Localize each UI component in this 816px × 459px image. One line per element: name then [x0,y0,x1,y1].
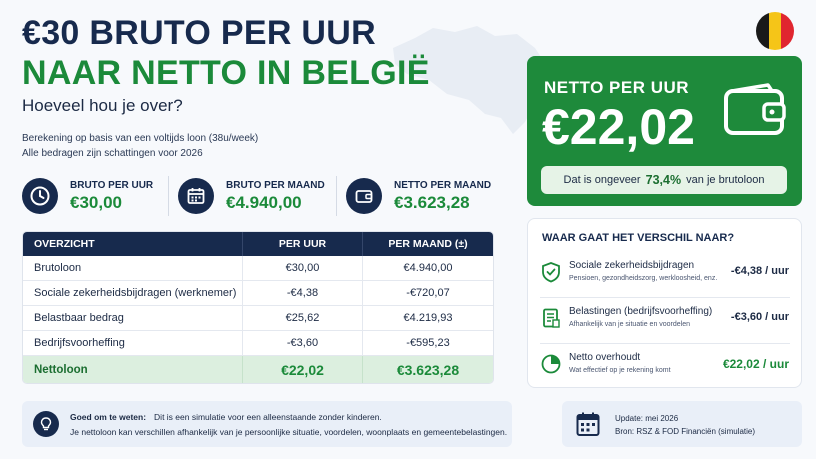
wallet-icon [724,83,786,135]
kpi-divider [336,176,337,216]
table-row: Sociale zekerheidsbijdragen (werknemer) … [23,281,493,306]
table-header: OVERZICHT PER UUR PER MAAND (±) [23,232,493,256]
info-text: Berekening op basis van een voltijds loo… [22,131,258,161]
verschil-item-name: Sociale zekerheidsbijdragen [569,260,695,271]
kpi-netto-per-maand: NETTO PER MAAND €3.623,28 [346,174,491,218]
tip-text1: Dit is een simulatie voor een alleenstaa… [154,412,382,422]
verschil-item-name: Belastingen (bedrijfsvoorheffing) [569,306,713,317]
update-box: Update: mei 2026 Bron: RSZ & FOD Financi… [562,401,802,447]
tip-box: Goed om te weten: Dit is een simulatie vo… [22,401,512,447]
row-per-uur: €30,00 [242,256,362,280]
header-per-maand: PER MAAND (±) [362,232,493,256]
verschil-item-desc: Pensioen, gezondheidszorg, werkloosheid,… [569,275,718,282]
tip-label: Goed om te weten: [70,412,147,422]
flag-stripe-black [756,12,769,50]
total-label: Nettoloon [34,363,88,376]
belgium-map-icon [393,26,553,134]
row-label: Bedrijfsvoorheffing [34,337,125,349]
calendar-icon [576,412,600,436]
row-label: Belastbaar bedrag [34,312,124,324]
table-row: Brutoloon €30,00 €4.940,00 [23,256,493,281]
kpi-row: BRUTO PER UUR €30,00 BRUTO PER MAAND €4.… [22,174,512,218]
lightbulb-icon [33,411,59,437]
document-icon [543,308,560,328]
verschil-item-netto: Netto overhoudt Wat effectief op je reke… [528,349,803,389]
kpi-label: BRUTO PER UUR [70,179,154,191]
pill-percent: 73,4% [645,173,682,187]
divider [540,343,790,344]
verschil-item-name: Netto overhoudt [569,352,641,363]
total-per-uur: €22,02 [242,356,362,383]
pill-suffix: van je brutoloon [686,174,765,186]
page-title-line1: €30 BRUTO PER UUR [22,14,376,52]
belgium-flag-icon [756,12,794,50]
table-row: Bedrijfsvoorheffing -€3,60 -€595,23 [23,331,493,356]
flag-stripe-yellow [768,12,782,50]
update-source: Bron: RSZ & FOD Financiën (simulatie) [615,427,756,436]
row-per-maand: -€720,07 [362,281,493,305]
verschil-item-desc: Wat effectief op je rekening komt [569,367,671,374]
page-subtitle: Hoeveel hou je over? [22,96,183,115]
verschil-item-desc: Afhankelijk van je situatie en voordelen [569,321,691,328]
header-overzicht: OVERZICHT [34,238,95,250]
kpi-bruto-per-uur: BRUTO PER UUR €30,00 [22,174,153,218]
netto-value: €22,02 [542,99,695,155]
verschil-item-amount: -€4,38 / uur [730,265,789,277]
page-title-line2: NAAR NETTO IN BELGIË [22,54,430,92]
row-per-maand: -€595,23 [362,331,493,355]
pie-chart-icon [541,354,561,374]
clock-icon [22,178,58,214]
verschil-item-amount: -€3,60 / uur [730,311,789,323]
divider [540,297,790,298]
verschil-card: WAAR GAAT HET VERSCHIL NAAR? Sociale zek… [527,218,802,388]
verschil-title: WAAR GAAT HET VERSCHIL NAAR? [542,232,735,244]
verschil-item-sociale: Sociale zekerheidsbijdragen Pensioen, ge… [528,257,803,297]
row-label: Brutoloon [34,262,82,274]
row-per-maand: €4.940,00 [362,256,493,280]
overview-table: OVERZICHT PER UUR PER MAAND (±) Brutoloo… [22,231,494,384]
calendar-icon [178,178,214,214]
netto-per-uur-card: NETTO PER UUR €22,02 Dat is ongeveer 73,… [527,56,802,206]
netto-percentage-pill: Dat is ongeveer 73,4% van je brutoloon [541,166,787,194]
row-per-maand: €4.219,93 [362,306,493,330]
total-per-maand: €3.623,28 [362,356,493,383]
wallet-icon [346,178,382,214]
netto-label: NETTO PER UUR [544,78,690,97]
kpi-divider [168,176,169,216]
pill-prefix: Dat is ongeveer [563,174,641,186]
verschil-item-belastingen: Belastingen (bedrijfsvoorheffing) Afhank… [528,303,803,343]
verschil-item-amount: €22,02 / uur [722,357,789,371]
kpi-value: €30,00 [70,192,122,212]
update-date: Update: mei 2026 [615,414,679,423]
kpi-label: NETTO PER MAAND [394,179,492,191]
tip-line1: Goed om te weten: Dit is een simulatie vo… [70,412,382,422]
row-per-uur: -€3,60 [242,331,362,355]
table-total-row: Nettoloon €22,02 €3.623,28 [23,356,493,383]
kpi-label: BRUTO PER MAAND [226,179,325,191]
info-line-basis: Berekening op basis van een voltijds loo… [22,133,259,144]
tip-text2: Je nettoloon kan verschillen afhankelijk… [70,427,508,437]
flag-stripe-red [781,12,794,50]
row-label: Sociale zekerheidsbijdragen (werknemer) [34,287,237,299]
kpi-value: €4.940,00 [226,192,302,212]
table-row: Belastbaar bedrag €25,62 €4.219,93 [23,306,493,331]
kpi-bruto-per-maand: BRUTO PER MAAND €4.940,00 [178,174,325,218]
row-per-uur: -€4,38 [242,281,362,305]
kpi-value: €3.623,28 [394,192,470,212]
header-per-uur: PER UUR [242,232,362,256]
row-per-uur: €25,62 [242,306,362,330]
shield-icon [542,262,560,283]
info-line-estimate: Alle bedragen zijn schattingen voor 2026 [22,148,203,159]
